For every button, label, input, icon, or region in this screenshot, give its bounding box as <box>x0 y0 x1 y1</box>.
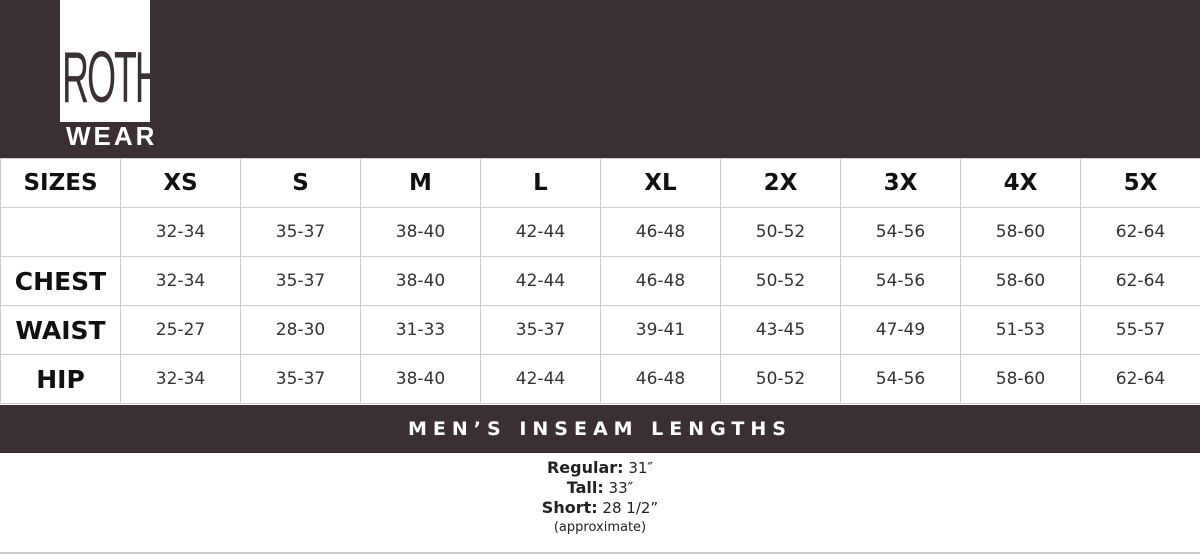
logo-box: ROTH <box>60 0 162 122</box>
measurement-cell: 35-37 <box>240 354 361 404</box>
size-header-xl: XL <box>600 158 721 208</box>
measurement-cell: 32-34 <box>120 354 241 404</box>
measurement-cell: 51-53 <box>960 305 1081 355</box>
inseam-note: (approximate) <box>553 520 647 535</box>
measurement-cell: 46-48 <box>600 256 721 306</box>
measurement-cell: 58-60 <box>960 256 1081 306</box>
size-header-4x: 4X <box>960 158 1081 208</box>
measurement-cell: 42-44 <box>480 354 601 404</box>
measurement-cell: 46-48 <box>600 354 721 404</box>
logo-text-wear: WEAR <box>66 121 158 151</box>
inseam-label: Short: <box>541 498 598 517</box>
logo-text-roth: ROTH <box>62 38 162 118</box>
inseam-value: 28 1/2” <box>602 499 659 517</box>
measurement-cell: 62-64 <box>1080 256 1200 306</box>
measurement-cell: 35-37 <box>240 256 361 306</box>
measurement-cell: 31-33 <box>360 305 481 355</box>
measurement-cell: 62-64 <box>1080 354 1200 404</box>
row-label: HIP <box>0 354 121 404</box>
size-header-5x: 5X <box>1080 158 1200 208</box>
measurement-cell: 43-45 <box>720 305 841 355</box>
measurement-cell: 38-40 <box>360 207 481 257</box>
size-header-s: S <box>240 158 361 208</box>
inseam-item: Regular: 31″ <box>0 458 1200 478</box>
measurement-cell: 32-34 <box>120 256 241 306</box>
size-header-2x: 2X <box>720 158 841 208</box>
size-chart-table: SIZES XS S M L XL 2X 3X 4X 5X 32-34 35-37 38-40 42-44… <box>0 158 1200 404</box>
row-label: WAIST <box>0 305 121 355</box>
table-header-row: SIZES XS S M L XL 2X 3X 4X 5X <box>0 158 1200 208</box>
measurement-cell: 32-34 <box>120 207 241 257</box>
table-row: 32-34 35-37 38-40 42-44 46-48 50-52 54-56 58-60… <box>0 207 1200 257</box>
table-row: HIP 32-34 35-37 38-40 42-44 46-48 50-52 54-56 58… <box>0 354 1200 404</box>
measurement-cell: 47-49 <box>840 305 961 355</box>
divider <box>0 552 1200 554</box>
size-header-l: L <box>480 158 601 208</box>
measurement-cell: 38-40 <box>360 354 481 404</box>
inseam-lengths: Regular: 31″ Tall: 33″ Short: 28 1/2” (appr… <box>0 458 1200 538</box>
inseam-label: Tall: <box>566 478 604 497</box>
row-label <box>0 207 121 257</box>
table-row: CHEST 32-34 35-37 38-40 42-44 46-48 50-52 54-56… <box>0 256 1200 306</box>
measurement-cell: 25-27 <box>120 305 241 355</box>
roth-wear-logo: ROTH WEAR <box>60 0 162 152</box>
measurement-cell: 55-57 <box>1080 305 1200 355</box>
measurement-cell: 54-56 <box>840 354 961 404</box>
measurement-cell: 50-52 <box>720 256 841 306</box>
measurement-cell: 42-44 <box>480 256 601 306</box>
inseam-title: MEN’S INSEAM LENGTHS <box>0 405 1200 453</box>
measurement-cell: 54-56 <box>840 256 961 306</box>
size-header-3x: 3X <box>840 158 961 208</box>
row-label: CHEST <box>0 256 121 306</box>
measurement-cell: 50-52 <box>720 207 841 257</box>
header-banner: ROTH WEAR <box>0 0 1200 158</box>
measurement-cell: 35-37 <box>480 305 601 355</box>
measurement-cell: 46-48 <box>600 207 721 257</box>
measurement-cell: 28-30 <box>240 305 361 355</box>
inseam-item: Tall: 33″ <box>0 478 1200 498</box>
measurement-cell: 38-40 <box>360 256 481 306</box>
measurement-cell: 42-44 <box>480 207 601 257</box>
inseam-label: Regular: <box>546 458 624 477</box>
table-row: WAIST 25-27 28-30 31-33 35-37 39-41 43-45 47-49… <box>0 305 1200 355</box>
measurement-cell: 58-60 <box>960 354 1081 404</box>
measurement-cell: 54-56 <box>840 207 961 257</box>
size-header-xs: XS <box>120 158 241 208</box>
measurement-cell: 39-41 <box>600 305 721 355</box>
sizes-header: SIZES <box>0 158 121 208</box>
inseam-item: Short: 28 1/2” <box>0 498 1200 518</box>
size-header-m: M <box>360 158 481 208</box>
measurement-cell: 35-37 <box>240 207 361 257</box>
measurement-cell: 50-52 <box>720 354 841 404</box>
inseam-value: 33″ <box>608 479 634 497</box>
measurement-cell: 62-64 <box>1080 207 1200 257</box>
inseam-value: 31″ <box>628 459 654 477</box>
measurement-cell: 58-60 <box>960 207 1081 257</box>
